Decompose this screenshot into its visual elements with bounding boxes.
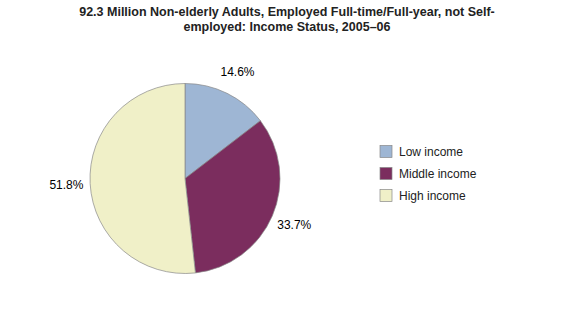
title: 92.3 Million Non-elderly Adults, Employe… (79, 5, 495, 34)
pie (90, 84, 280, 274)
data-label: 33.7% (277, 218, 311, 232)
legend-item: Low income (380, 145, 463, 159)
data-labels: 14.6% 33.7% 51.8% (49, 65, 311, 232)
legend-item: Middle income (380, 167, 477, 181)
legend-label: High income (399, 189, 466, 203)
legend: Low income Middle income High income (380, 145, 477, 203)
legend-swatch (380, 146, 392, 158)
title-line: 92.3 Million Non-elderly Adults, Employe… (79, 5, 495, 19)
legend-item: High income (380, 189, 466, 203)
legend-label: Low income (399, 145, 463, 159)
legend-label: Middle income (399, 167, 477, 181)
title-line: employed: Income Status, 2005–06 (183, 20, 390, 34)
legend-swatch (380, 190, 392, 202)
chart-root: 92.3 Million Non-elderly Adults, Employe… (0, 0, 574, 316)
data-label: 14.6% (221, 65, 255, 79)
pie-slice (185, 121, 280, 273)
data-label: 51.8% (49, 178, 83, 192)
pie-slice (90, 84, 195, 274)
legend-swatch (380, 168, 392, 180)
